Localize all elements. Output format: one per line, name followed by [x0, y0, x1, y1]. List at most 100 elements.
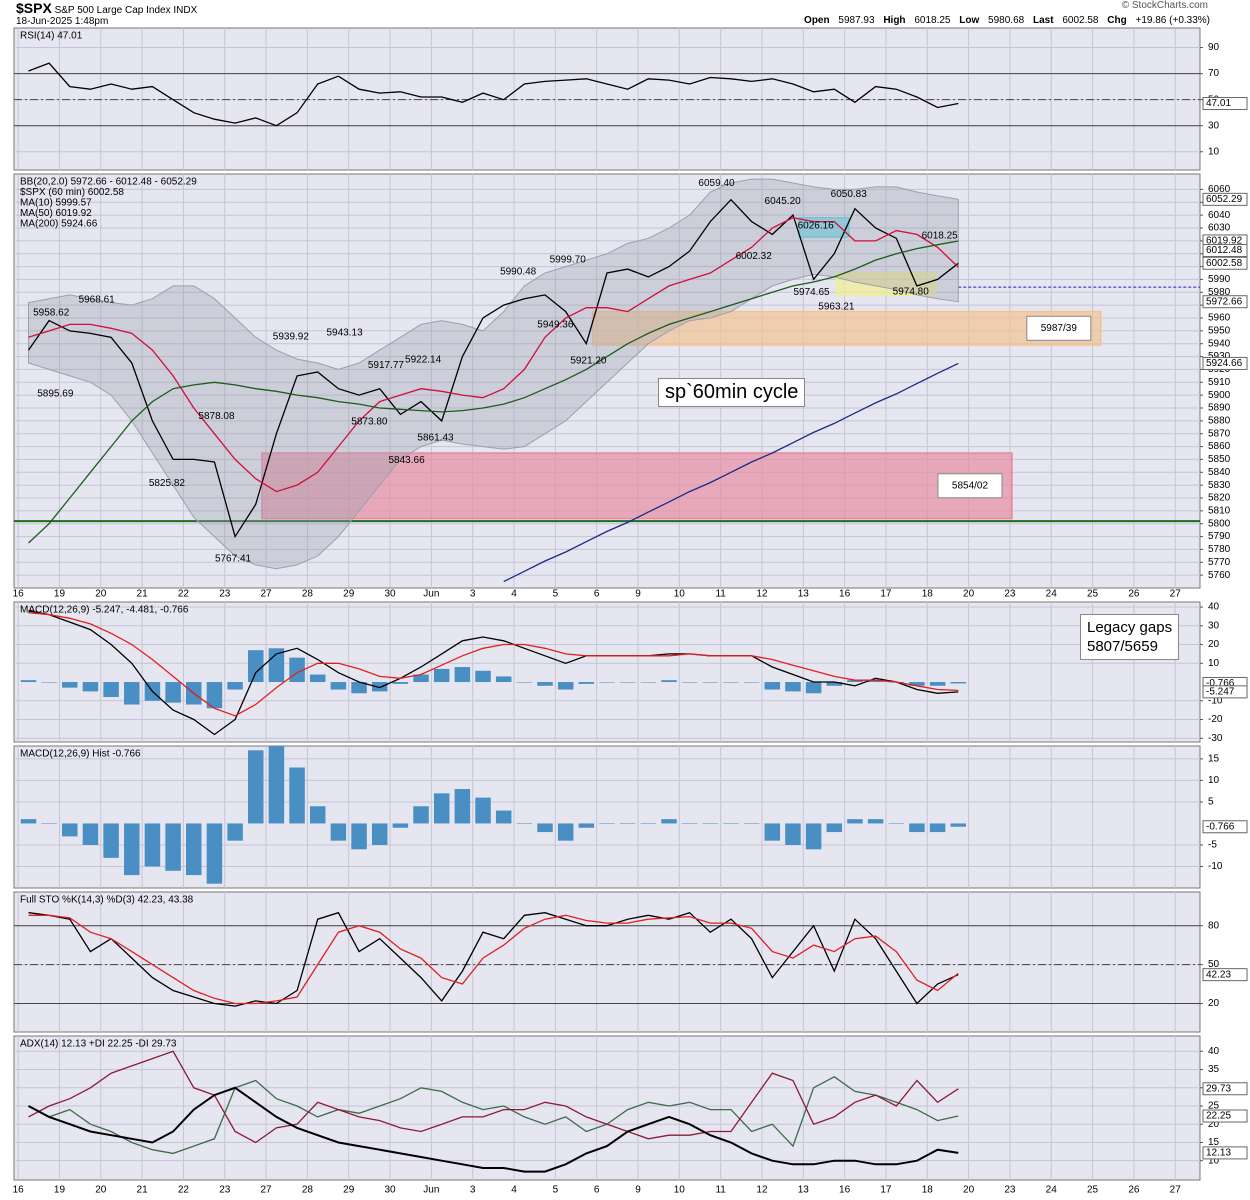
- quote-label: Low: [959, 15, 980, 26]
- series-line: [27, 198, 959, 539]
- panel: [14, 892, 1200, 1032]
- panel: 5987/39 5854/02 5958.62 5968.61 5895.69 5878.…: [14, 174, 1200, 588]
- y-tick-label: 5780: [1208, 544, 1231, 555]
- quote-label: High: [883, 15, 906, 26]
- price-label: 5968.61: [79, 295, 116, 306]
- histogram-bar: [578, 823, 595, 828]
- histogram-bar: [392, 823, 409, 828]
- histogram-bar: [165, 682, 181, 703]
- y-tick-label: 50: [1208, 959, 1220, 970]
- histogram-bar: [619, 682, 636, 683]
- y-tick-label: 5870: [1208, 428, 1231, 439]
- series-line: [28, 911, 959, 1007]
- histogram-bar: [785, 682, 801, 692]
- x-tick-label: 4: [511, 1185, 517, 1196]
- histogram-bar: [516, 682, 533, 683]
- histogram-bar: [62, 823, 78, 837]
- histogram-bar: [289, 767, 305, 824]
- histogram-bar: [309, 674, 326, 683]
- value-marker: -5.247: [1206, 687, 1235, 698]
- price-label: 6018.25: [922, 231, 959, 242]
- y-tick-label: -10: [1208, 695, 1223, 706]
- quote-item: High 6018.25: [883, 15, 950, 26]
- note-line: 5807/5659: [1087, 638, 1158, 655]
- histogram-bar: [723, 682, 739, 683]
- y-tick-label: 6030: [1208, 223, 1231, 234]
- y-tick-label: 5900: [1208, 390, 1231, 401]
- zone: [798, 216, 850, 238]
- price-label: 5873.80: [351, 416, 388, 427]
- histogram-bar: [516, 823, 533, 824]
- price-label: 6002.32: [736, 251, 773, 262]
- x-tick-label: 16: [839, 1185, 851, 1196]
- price-label: 6050.83: [831, 189, 868, 200]
- histogram-bar: [103, 823, 119, 858]
- histogram-bar: [247, 650, 264, 683]
- series-line: [28, 1086, 959, 1173]
- panel-background: [13, 601, 1201, 743]
- zone: [835, 272, 937, 296]
- histogram-bar: [909, 823, 925, 833]
- x-tick-label: 18: [922, 589, 934, 600]
- histogram-bar: [847, 819, 863, 824]
- y-tick-label: -20: [1208, 714, 1223, 725]
- quote-item: Open 5987.93: [804, 15, 875, 26]
- y-tick-label: 20: [1208, 639, 1220, 650]
- price-label: 5921.20: [570, 356, 607, 367]
- quote-item: Chg +19.86 (+0.33%): [1107, 15, 1210, 26]
- histogram-bar: [495, 810, 512, 824]
- histogram-bar: [41, 823, 57, 824]
- histogram-bar: [950, 682, 967, 684]
- histogram-bar: [805, 682, 822, 694]
- value-marker: 5972.66: [1206, 296, 1243, 307]
- y-tick-label: 30: [1208, 120, 1220, 131]
- quote-label: Open: [804, 15, 830, 26]
- series-line: [28, 914, 959, 1005]
- chart-note: sp`60min cycle: [658, 378, 806, 407]
- x-tick-label: 13: [798, 1185, 810, 1196]
- y-tick-label: 40: [1208, 602, 1220, 613]
- x-tick-label: 24: [1046, 1185, 1058, 1196]
- value-marker: -0.766: [1206, 678, 1235, 689]
- histogram-bar: [103, 682, 119, 698]
- quote-label: Chg: [1107, 15, 1127, 26]
- panel-background: [13, 27, 1201, 171]
- x-tick-label: 25: [1087, 589, 1099, 600]
- x-tick-label: 27: [1170, 589, 1182, 600]
- x-tick-label: 6: [594, 1185, 600, 1196]
- x-tick-label: 23: [1004, 589, 1016, 600]
- panel-title: MACD(12,26,9) Hist -0.766: [20, 749, 141, 760]
- x-tick-label: 24: [1046, 589, 1058, 600]
- zone-label: 5854/02: [952, 480, 989, 491]
- histogram-bar: [929, 682, 946, 686]
- zone-label-box: [1026, 315, 1092, 341]
- value-marker-box: [1202, 968, 1248, 982]
- histogram-bar: [227, 823, 243, 841]
- histogram-bar: [20, 819, 37, 824]
- x-tick-label: 28: [302, 1185, 314, 1196]
- series-line: [28, 62, 959, 127]
- value-marker-box: [1202, 244, 1248, 258]
- histogram-bar: [640, 823, 657, 824]
- histogram-bar: [723, 823, 739, 824]
- x-tick-label: 22: [178, 1185, 190, 1196]
- y-tick-label: 10: [1208, 1155, 1220, 1166]
- y-tick-label: 90: [1208, 42, 1220, 53]
- x-tick-label: 18: [922, 1185, 934, 1196]
- price-label: 5843.66: [389, 455, 426, 466]
- price-label: 6045.20: [765, 196, 802, 207]
- x-tick-label: 27: [1170, 1185, 1182, 1196]
- value-marker-box: [1202, 97, 1248, 111]
- y-tick-label: 5790: [1208, 531, 1231, 542]
- value-marker: 29.73: [1206, 1083, 1231, 1094]
- y-tick-label: 5930: [1208, 351, 1231, 362]
- x-tick-label: 23: [219, 1185, 231, 1196]
- histogram-bar: [227, 682, 243, 690]
- histogram-bar: [743, 682, 760, 683]
- value-marker-box: [1202, 1146, 1248, 1160]
- y-tick-label: 15: [1208, 1137, 1220, 1148]
- x-tick-label: 12: [756, 589, 768, 600]
- histogram-bar: [351, 682, 367, 694]
- histogram-bar: [495, 676, 512, 683]
